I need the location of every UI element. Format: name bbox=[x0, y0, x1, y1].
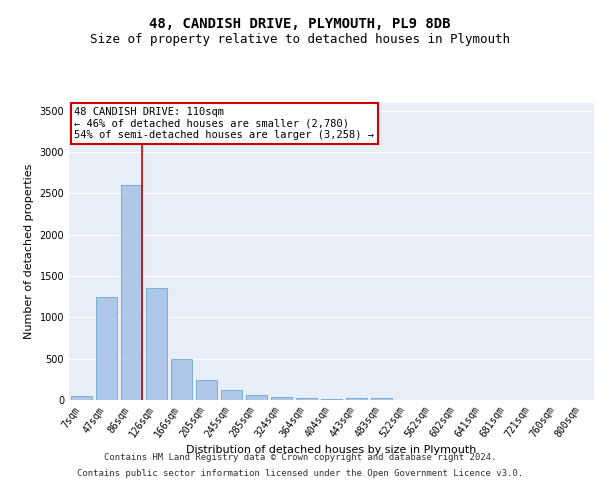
Bar bbox=[171, 358, 192, 400]
Bar bbox=[71, 396, 92, 400]
Text: 48 CANDISH DRIVE: 110sqm
← 46% of detached houses are smaller (2,780)
54% of sem: 48 CANDISH DRIVE: 110sqm ← 46% of detach… bbox=[74, 107, 374, 140]
Bar bbox=[96, 296, 117, 400]
Bar bbox=[371, 398, 392, 400]
Bar bbox=[321, 399, 342, 400]
Bar bbox=[146, 288, 167, 400]
Bar bbox=[121, 185, 142, 400]
Y-axis label: Number of detached properties: Number of detached properties bbox=[24, 164, 34, 339]
Text: Contains public sector information licensed under the Open Government Licence v3: Contains public sector information licen… bbox=[77, 468, 523, 477]
Bar bbox=[346, 398, 367, 400]
Bar bbox=[271, 397, 292, 400]
Text: Contains HM Land Registry data © Crown copyright and database right 2024.: Contains HM Land Registry data © Crown c… bbox=[104, 454, 496, 462]
Bar bbox=[196, 380, 217, 400]
X-axis label: Distribution of detached houses by size in Plymouth: Distribution of detached houses by size … bbox=[187, 445, 476, 455]
Bar bbox=[246, 396, 267, 400]
Bar bbox=[296, 398, 317, 400]
Text: 48, CANDISH DRIVE, PLYMOUTH, PL9 8DB: 48, CANDISH DRIVE, PLYMOUTH, PL9 8DB bbox=[149, 18, 451, 32]
Text: Size of property relative to detached houses in Plymouth: Size of property relative to detached ho… bbox=[90, 32, 510, 46]
Bar bbox=[221, 390, 242, 400]
